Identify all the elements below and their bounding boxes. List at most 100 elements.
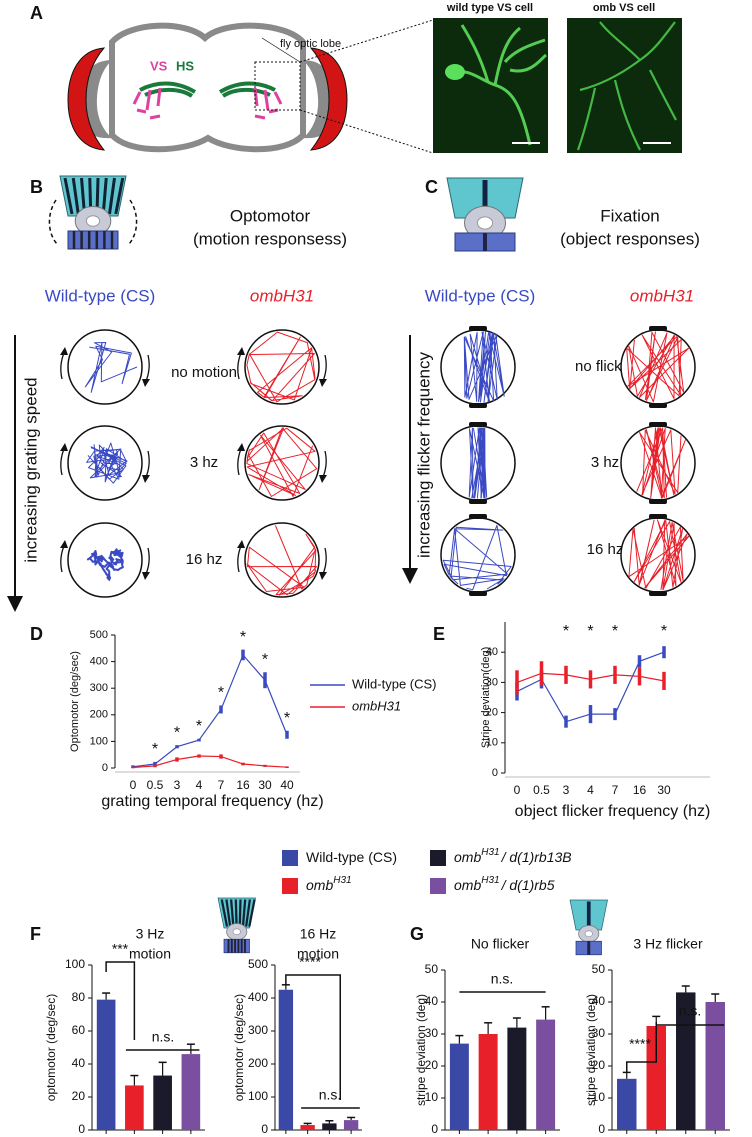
y-tick-label: 40 bbox=[486, 646, 498, 658]
group-label: Wild-type (CS) bbox=[45, 286, 156, 305]
brain-outline bbox=[109, 22, 306, 153]
x-axis-label: object flicker frequency (hz) bbox=[515, 803, 711, 820]
trajectory bbox=[84, 342, 138, 393]
x-axis-label: grating temporal frequency (hz) bbox=[101, 793, 323, 810]
fly-platform bbox=[85, 215, 101, 227]
significance: *** bbox=[112, 941, 129, 957]
panel-letter: F bbox=[30, 924, 41, 944]
optic-lobe bbox=[67, 47, 106, 151]
drum-stripe bbox=[248, 899, 256, 927]
arrow-head bbox=[319, 572, 327, 580]
bar bbox=[617, 1078, 637, 1130]
bar bbox=[646, 1026, 666, 1130]
bar bbox=[278, 989, 294, 1130]
x-tick-label: 4 bbox=[196, 778, 203, 792]
cell-body bbox=[445, 64, 465, 80]
legend-label: ombH31 bbox=[352, 698, 401, 713]
fly-platform bbox=[476, 216, 494, 230]
y-tick-label: 200 bbox=[90, 709, 108, 721]
y-tick-label: 100 bbox=[65, 957, 85, 971]
arrow-head bbox=[142, 475, 150, 483]
significance: * bbox=[218, 685, 224, 702]
zoom-line bbox=[299, 19, 434, 63]
drum-stripe bbox=[108, 177, 116, 215]
arrow-head bbox=[237, 443, 245, 451]
trajectory bbox=[636, 427, 687, 499]
y-tick-label: 50 bbox=[592, 962, 606, 976]
bar bbox=[705, 1002, 725, 1130]
stripe-marker bbox=[649, 499, 667, 504]
panel-title: Optomotor bbox=[230, 206, 311, 225]
legend-superscript: H31 bbox=[481, 875, 499, 886]
y-tick-label: 10 bbox=[425, 1090, 439, 1104]
panel-subtitle: (motion responsess) bbox=[193, 229, 347, 248]
y-tick-label: 300 bbox=[90, 682, 108, 694]
turn-arrow bbox=[237, 352, 242, 380]
drum-stripe bbox=[63, 177, 74, 215]
significance: * bbox=[152, 741, 158, 758]
bar bbox=[125, 1085, 144, 1130]
stripe-marker bbox=[649, 326, 667, 331]
significance: n.s. bbox=[319, 1087, 342, 1103]
pointer-line bbox=[261, 37, 301, 63]
y-tick-label: 40 bbox=[425, 994, 439, 1008]
x-tick-label: 7 bbox=[218, 778, 225, 792]
legend-text: omb bbox=[454, 849, 481, 865]
panel-letter: A bbox=[30, 3, 43, 23]
condition-label: 3 hz bbox=[190, 454, 218, 471]
x-tick-label: 40 bbox=[280, 778, 294, 792]
y-tick-label: 40 bbox=[72, 1056, 86, 1070]
stripe-marker bbox=[649, 422, 667, 427]
condition-label: 16 hz bbox=[587, 541, 624, 558]
y-tick-label: 400 bbox=[90, 656, 108, 668]
panel-title: Fixation bbox=[600, 206, 660, 225]
stripe-marker bbox=[469, 514, 487, 519]
group-label: ombH31 bbox=[250, 286, 314, 305]
arrow-head bbox=[60, 443, 68, 451]
image-background bbox=[567, 18, 682, 153]
y-tick-label: 50 bbox=[425, 962, 439, 976]
hs-label: HS bbox=[176, 58, 194, 73]
arrow-head bbox=[142, 379, 150, 387]
bar bbox=[478, 1034, 498, 1130]
image-title: wild type VS cell bbox=[446, 2, 533, 14]
drum-stripe bbox=[241, 899, 247, 927]
stripe-marker bbox=[469, 591, 487, 596]
legend-label: Wild-type (CS) bbox=[306, 849, 397, 865]
trajectory bbox=[626, 331, 690, 403]
y-tick-label: 60 bbox=[72, 1023, 86, 1037]
significance: * bbox=[174, 724, 180, 741]
vs-neuron bbox=[132, 87, 162, 120]
series-line bbox=[132, 755, 288, 769]
y-tick-label: 20 bbox=[425, 1058, 439, 1072]
bar bbox=[449, 1043, 469, 1130]
bar bbox=[507, 1027, 527, 1130]
x-tick-label: 30 bbox=[258, 778, 272, 792]
panel-subtitle: (object responses) bbox=[560, 229, 700, 248]
arena-icon bbox=[569, 899, 608, 956]
stripe-marker bbox=[469, 326, 487, 331]
arrow-head bbox=[402, 568, 418, 584]
vs-neuron bbox=[253, 87, 283, 120]
legend-label: ombH31/ d(1)rb5 bbox=[454, 875, 555, 893]
arrow-head bbox=[7, 596, 23, 612]
y-tick-label: 100 bbox=[248, 1089, 268, 1103]
panel-letter: B bbox=[30, 177, 43, 197]
trajectory bbox=[246, 525, 317, 596]
drum-stripe bbox=[101, 177, 108, 215]
x-tick-label: 0.5 bbox=[147, 778, 164, 792]
trajectory bbox=[246, 427, 318, 497]
bar bbox=[300, 1125, 315, 1130]
drum-stripe bbox=[71, 177, 80, 215]
arrow-head bbox=[319, 379, 327, 387]
turn-arrow bbox=[322, 354, 327, 382]
y-tick-label: 10 bbox=[486, 737, 498, 749]
legend-text: omb bbox=[454, 877, 481, 893]
condition-label: 3 hz bbox=[591, 454, 619, 471]
vs-label: VS bbox=[150, 58, 168, 73]
x-tick-label: 3 bbox=[174, 778, 181, 792]
y-tick-label: 30 bbox=[486, 676, 498, 688]
bar bbox=[536, 1019, 556, 1130]
